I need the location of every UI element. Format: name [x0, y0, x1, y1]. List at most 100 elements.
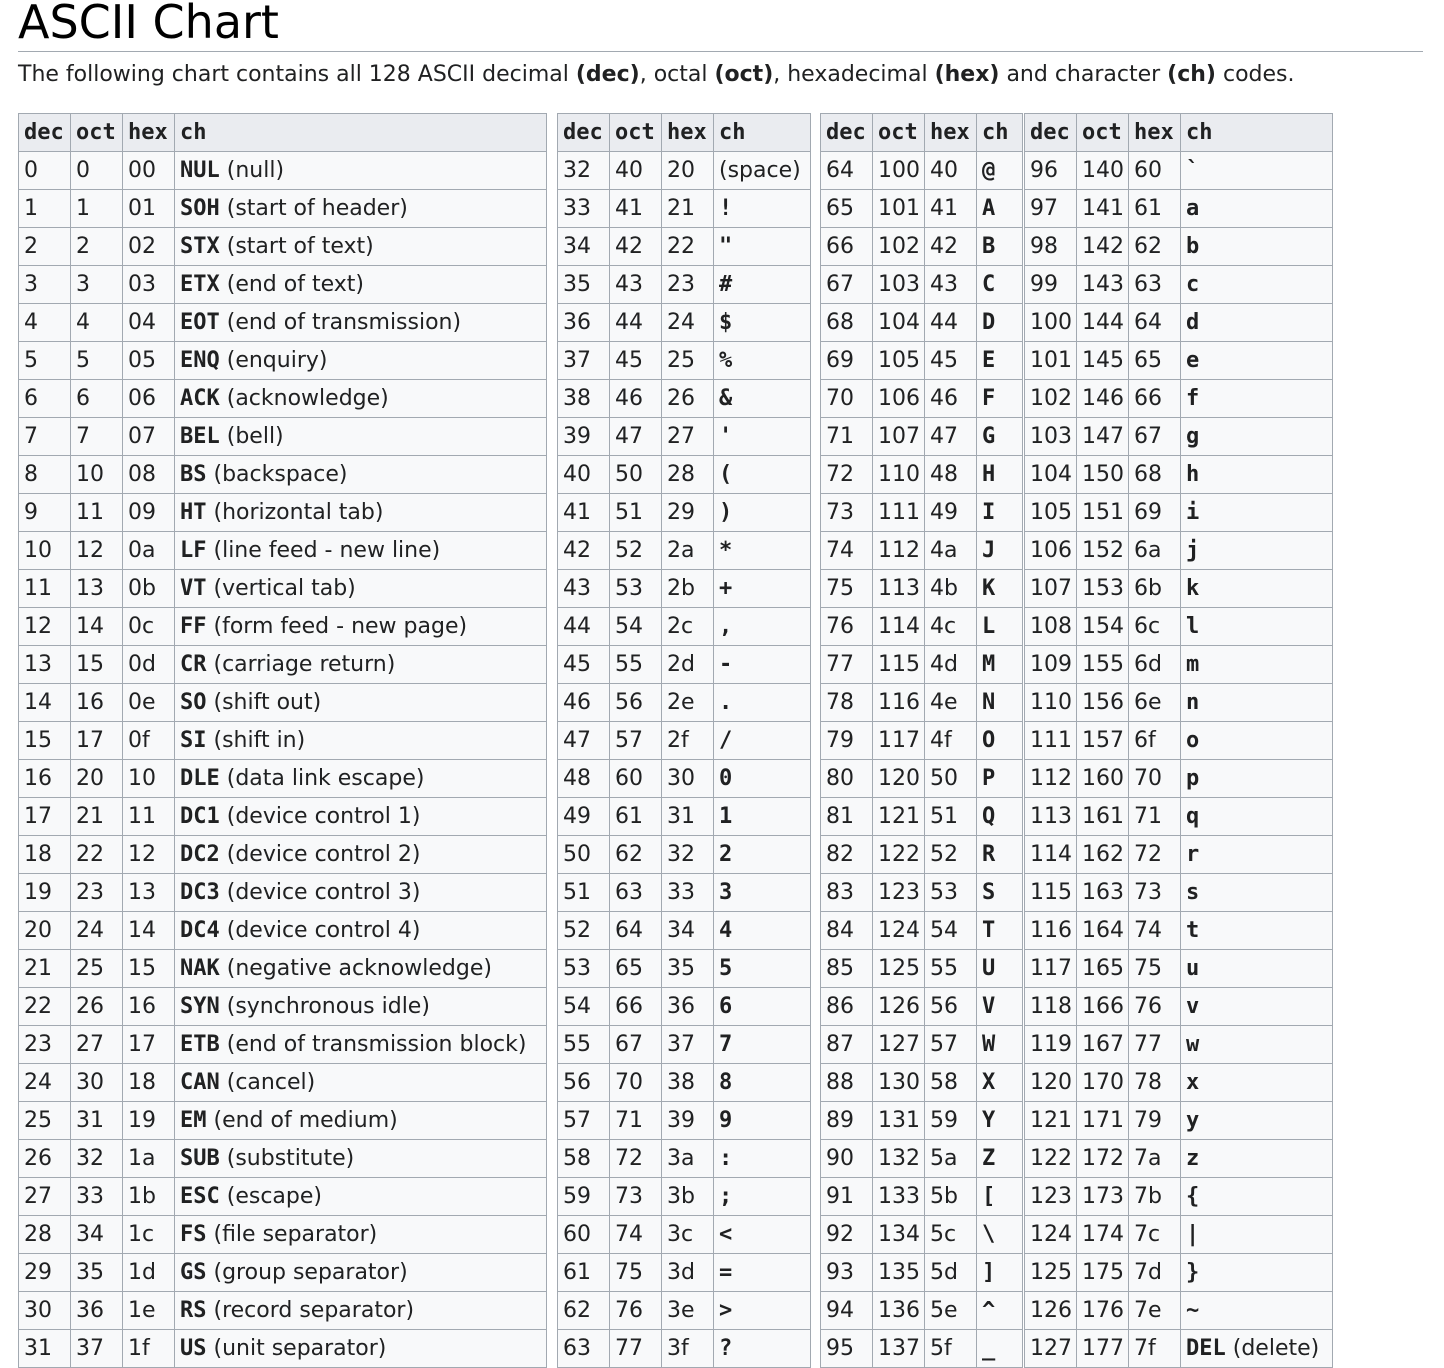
ch-cell: T: [976, 911, 1023, 950]
char-description: (end of transmission block): [219, 1032, 527, 1057]
table-row: 58 72 3a:: [557, 1139, 811, 1178]
hex-cell: 32: [661, 835, 714, 874]
char-code: \: [982, 1222, 996, 1247]
table-row: 106 152 6a j: [1024, 531, 1333, 570]
oct-cell: 120: [872, 759, 925, 798]
dec-cell: 65: [820, 189, 873, 228]
oct-cell: 152: [1076, 531, 1129, 570]
hex-cell: 4f: [924, 721, 977, 760]
table-row: 63 77 3f?: [557, 1329, 811, 1368]
oct-cell: 101: [872, 189, 925, 228]
char-description: (record separator): [206, 1298, 415, 1323]
oct-cell: 134: [872, 1215, 925, 1254]
dec-cell: 125: [1024, 1253, 1077, 1292]
oct-cell: 174: [1076, 1215, 1129, 1254]
oct-cell: 42: [609, 227, 662, 266]
table-row: 1 1 01 SOH (start of header): [18, 189, 547, 228]
table-row: 28 34 1c FS (file separator): [18, 1215, 547, 1254]
char-code: /: [719, 728, 733, 753]
char-description: (shift in): [206, 728, 306, 753]
column-header-ch: ch: [174, 113, 547, 152]
column-header-oct: oct: [872, 113, 925, 152]
oct-cell: 27: [70, 1025, 123, 1064]
hex-cell: 72: [1128, 835, 1181, 874]
dec-cell: 102: [1024, 379, 1077, 418]
dec-cell: 43: [557, 569, 610, 608]
dec-cell: 16: [18, 759, 71, 798]
oct-cell: 37: [70, 1329, 123, 1368]
oct-cell: 22: [70, 835, 123, 874]
oct-cell: 62: [609, 835, 662, 874]
oct-cell: 6: [70, 379, 123, 418]
hex-cell: 3e: [661, 1291, 714, 1330]
char-code: o: [1186, 728, 1200, 753]
dec-cell: 63: [557, 1329, 610, 1368]
oct-cell: 153: [1076, 569, 1129, 608]
table-row: 126 176 7e ~: [1024, 1291, 1333, 1330]
table-row: 110 156 6e n: [1024, 683, 1333, 722]
table-row: 55 67 37 7: [557, 1025, 811, 1064]
ch-cell: ETX (end of text): [174, 265, 547, 304]
oct-cell: 71: [609, 1101, 662, 1140]
hex-cell: 4d: [924, 645, 977, 684]
dec-cell: 127: [1024, 1329, 1077, 1368]
ch-cell: (space): [713, 151, 811, 190]
oct-cell: 72: [609, 1139, 662, 1178]
hex-cell: 56: [924, 987, 977, 1026]
char-code: STX: [180, 234, 220, 259]
ch-cell: Z: [976, 1139, 1023, 1178]
ch-cell: ENQ (enquiry): [174, 341, 547, 380]
oct-cell: 43: [609, 265, 662, 304]
hex-cell: 39: [661, 1101, 714, 1140]
ch-cell: DLE (data link escape): [174, 759, 547, 798]
hex-cell: 1d: [122, 1253, 175, 1292]
ch-cell: z: [1180, 1139, 1333, 1178]
table-row: 8 10 08 BS (backspace): [18, 455, 547, 494]
ch-cell: >: [713, 1291, 811, 1330]
hex-cell: 02: [122, 227, 175, 266]
oct-cell: 11: [70, 493, 123, 532]
char-code: a: [1186, 196, 1200, 221]
hex-cell: 50: [924, 759, 977, 798]
oct-cell: 142: [1076, 227, 1129, 266]
hex-cell: 7b: [1128, 1177, 1181, 1216]
table-row: 44 54 2c,: [557, 607, 811, 646]
ch-cell: 7: [713, 1025, 811, 1064]
intro-hex: (hex): [934, 62, 1000, 87]
oct-cell: 33: [70, 1177, 123, 1216]
table-row: 121 171 79 y: [1024, 1101, 1333, 1140]
char-code: EM: [180, 1108, 207, 1133]
ch-cell: 8: [713, 1063, 811, 1102]
dec-cell: 106: [1024, 531, 1077, 570]
table-row: 124 174 7c |: [1024, 1215, 1333, 1254]
char-code: K: [982, 576, 996, 601]
table-row: 111 157 6f o: [1024, 721, 1333, 760]
char-code: *: [719, 538, 733, 563]
hex-cell: 14: [122, 911, 175, 950]
char-code: SUB: [180, 1146, 220, 1171]
intro-text: The following chart contains all 128 ASC…: [18, 62, 576, 87]
dec-cell: 92: [820, 1215, 873, 1254]
oct-cell: 67: [609, 1025, 662, 1064]
ch-cell: D: [976, 303, 1023, 342]
dec-cell: 115: [1024, 873, 1077, 912]
dec-cell: 12: [18, 607, 71, 646]
char-code: (: [719, 462, 733, 487]
table-row: 18 22 12 DC2 (device control 2): [18, 835, 547, 874]
hex-cell: 4b: [924, 569, 977, 608]
oct-cell: 105: [872, 341, 925, 380]
oct-cell: 137: [872, 1329, 925, 1368]
char-code: D: [982, 310, 996, 335]
dec-cell: 52: [557, 911, 610, 950]
dec-cell: 95: [820, 1329, 873, 1368]
char-code: U: [982, 956, 996, 981]
dec-cell: 51: [557, 873, 610, 912]
ch-cell: SYN (synchronous idle): [174, 987, 547, 1026]
ch-cell: 6: [713, 987, 811, 1026]
dec-cell: 122: [1024, 1139, 1077, 1178]
char-code: B: [982, 234, 996, 259]
dec-cell: 47: [557, 721, 610, 760]
intro-text: codes.: [1215, 62, 1295, 87]
hex-cell: 09: [122, 493, 175, 532]
table-row: 88 130 58 X: [820, 1063, 1023, 1102]
